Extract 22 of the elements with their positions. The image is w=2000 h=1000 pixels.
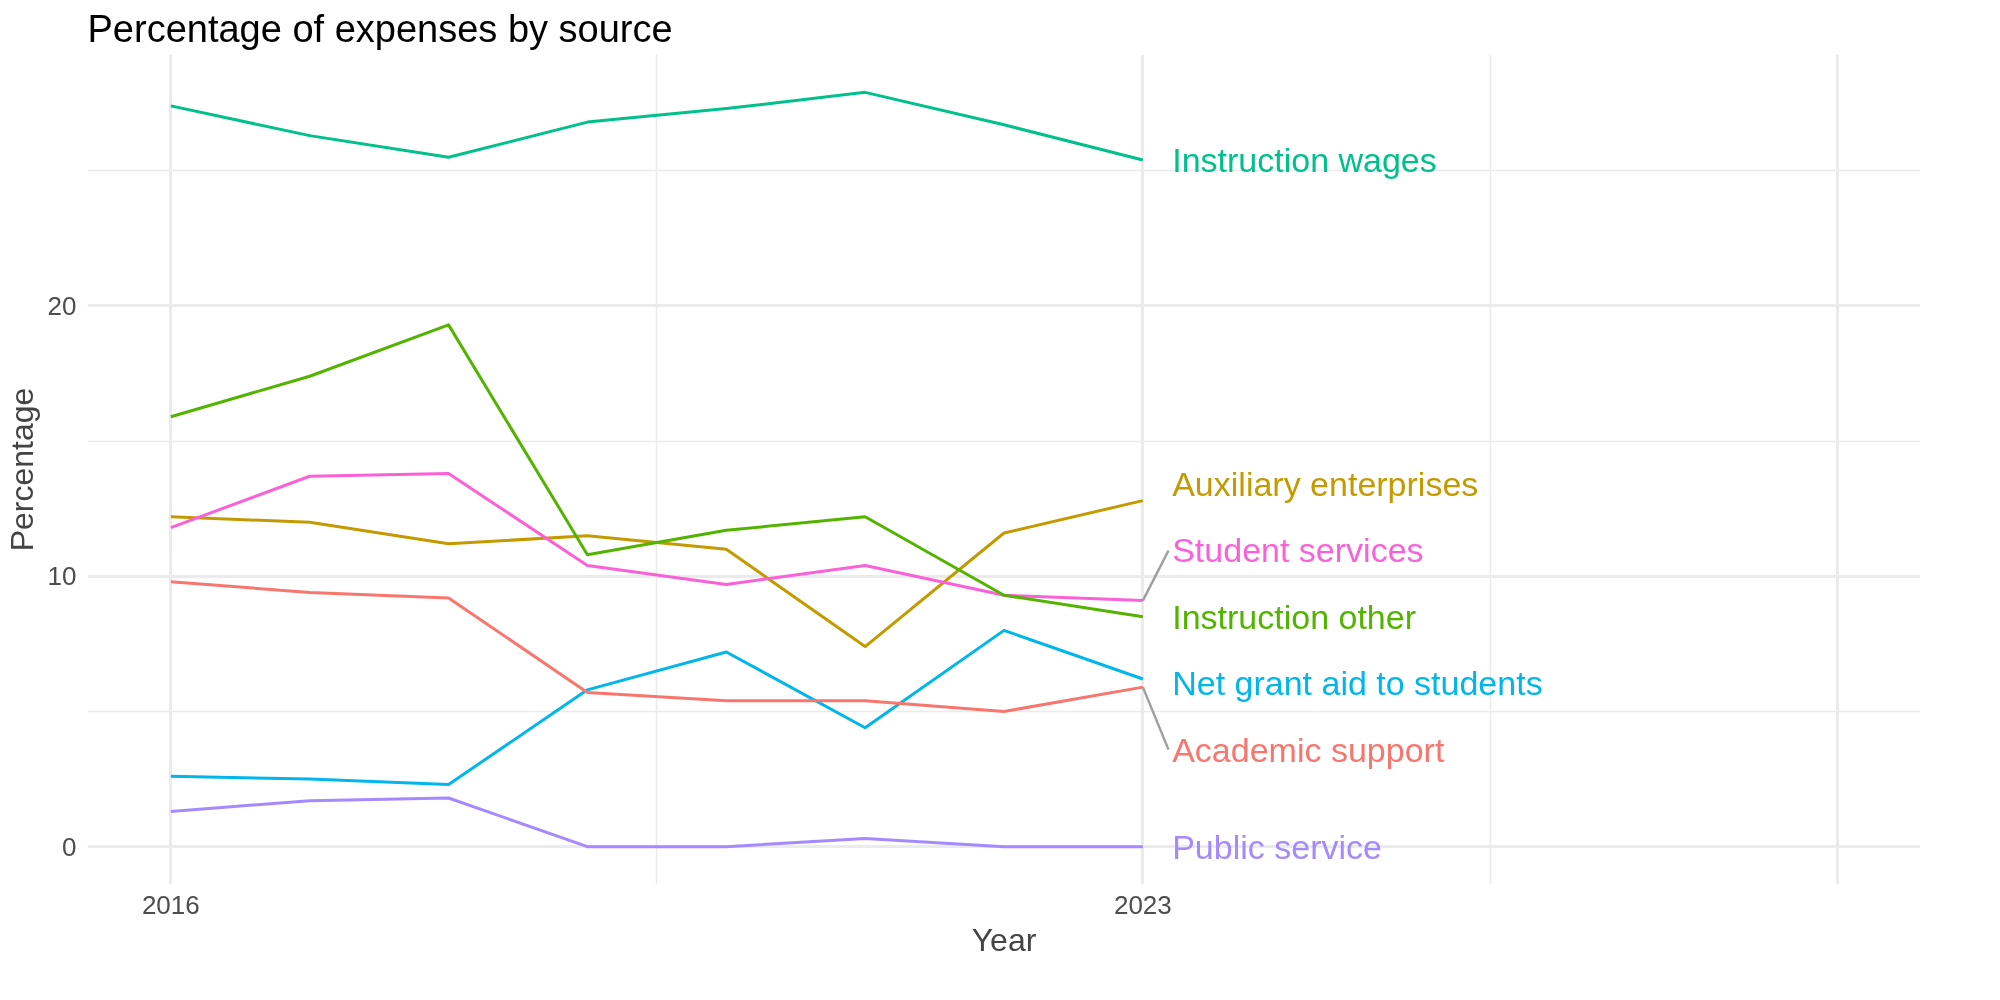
series-label: Public service bbox=[1172, 827, 1382, 866]
y-axis-title: Percentage bbox=[3, 387, 40, 552]
line-series bbox=[169, 90, 1145, 162]
line-series bbox=[169, 472, 1145, 603]
line-series bbox=[169, 796, 1145, 849]
line-series bbox=[169, 323, 1145, 619]
series-label: Academic support bbox=[1172, 730, 1445, 769]
series-label: Auxiliary enterprises bbox=[1172, 465, 1479, 504]
series-label: Net grant aid to students bbox=[1172, 664, 1543, 703]
x-tick-label: 2023 bbox=[1113, 889, 1172, 920]
series-label: Student services bbox=[1172, 531, 1424, 570]
line-series bbox=[169, 580, 1145, 713]
series-label: Instruction wages bbox=[1172, 140, 1437, 179]
x-tick-label: 2016 bbox=[141, 889, 200, 920]
line-series bbox=[169, 628, 1145, 786]
line-series bbox=[169, 499, 1145, 649]
y-tick-label: 10 bbox=[47, 561, 77, 592]
y-tick-label: 20 bbox=[47, 290, 77, 321]
chart-title: Percentage of expenses by source bbox=[87, 7, 673, 50]
y-tick-label: 0 bbox=[62, 831, 77, 862]
x-axis-title: Year bbox=[971, 921, 1037, 958]
series-label: Instruction other bbox=[1172, 597, 1416, 636]
